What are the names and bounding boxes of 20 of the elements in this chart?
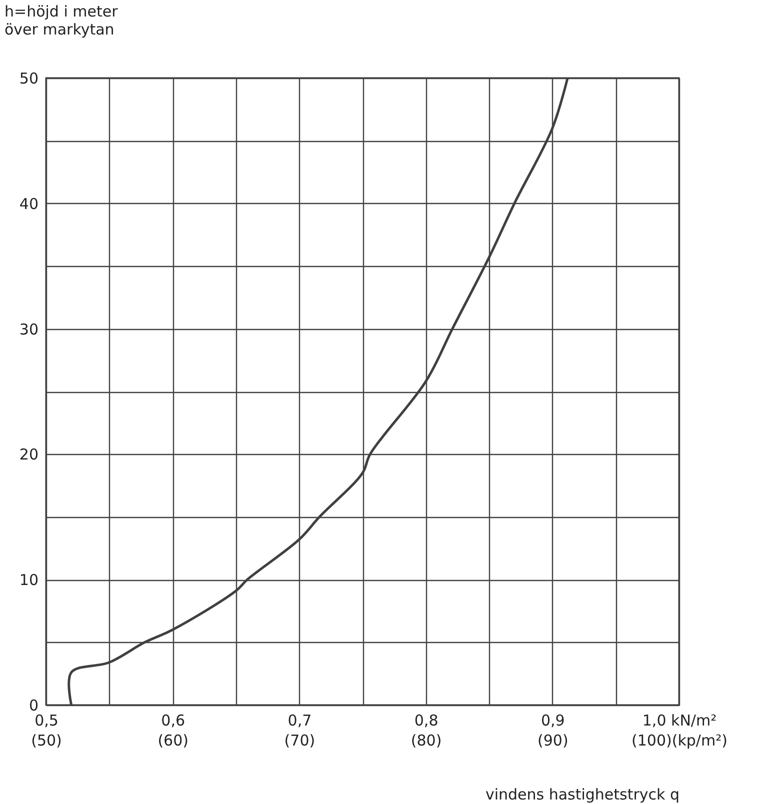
y-tick-label: 10 — [19, 571, 38, 590]
y-tick-label: 0 — [28, 696, 38, 714]
x2-tick-label: (70) — [284, 732, 316, 750]
y-tick-label: 40 — [19, 194, 38, 213]
x-axis-title: vindens hastighetstryck q — [485, 786, 680, 804]
y-tick-label: 20 — [19, 446, 38, 464]
x-tick-label: 0,7 — [288, 712, 312, 730]
x-tick-label: 0,5 — [34, 712, 58, 730]
y-tick-label: 30 — [19, 320, 38, 338]
x2-tick-label: (80) — [410, 732, 442, 750]
x-tick-label: 0,8 — [414, 712, 438, 730]
x2-tick-label: (60) — [158, 732, 188, 750]
y-axis-title: h=höjd i meter över markytan — [4, 2, 119, 38]
x2-tick-label: (100)(kp/m²) — [632, 732, 728, 750]
y-tick-label: 50 — [19, 70, 38, 88]
x-tick-label: 0,9 — [540, 712, 565, 730]
x2-tick-label: (50) — [31, 732, 62, 750]
x-tick-label: 1,0 kN/m² — [642, 712, 717, 730]
x2-tick-label: (90) — [538, 732, 568, 750]
x-tick-label: 0,6 — [161, 712, 186, 730]
